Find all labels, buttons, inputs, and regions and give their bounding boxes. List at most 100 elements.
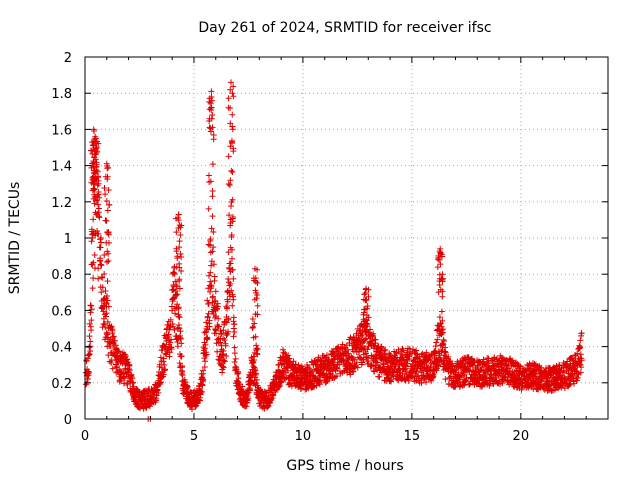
data-point: [171, 271, 178, 278]
data-point: [95, 213, 102, 220]
data-point: [104, 207, 111, 214]
data-point: [102, 173, 109, 180]
data-point: [431, 349, 438, 356]
data-point: [230, 83, 237, 90]
data-point: [129, 379, 136, 386]
data-point: [200, 370, 207, 377]
data-point: [101, 303, 108, 310]
data-point: [86, 333, 93, 340]
data-point: [231, 329, 238, 336]
data-point: [381, 347, 388, 354]
data-point: [101, 251, 108, 258]
data-point: [439, 278, 446, 285]
data-point: [378, 344, 385, 351]
data-point: [208, 262, 215, 269]
data-point: [227, 120, 234, 127]
data-point: [367, 326, 374, 333]
data-point: [91, 200, 98, 207]
data-point: [100, 308, 107, 315]
data-point: [203, 334, 210, 341]
data-point: [174, 339, 181, 346]
data-point: [349, 354, 356, 361]
data-point: [208, 106, 215, 113]
data-point: [230, 93, 237, 100]
data-point: [349, 368, 356, 375]
data-point: [226, 212, 233, 219]
x-tick-label: 5: [190, 429, 198, 444]
data-point: [360, 296, 367, 303]
data-point: [201, 345, 208, 352]
data-point: [88, 327, 95, 334]
data-point: [209, 248, 216, 255]
data-point: [405, 377, 412, 384]
data-point: [227, 177, 234, 184]
data-point: [235, 370, 242, 377]
data-point: [461, 371, 468, 378]
data-point: [577, 337, 584, 344]
data-point: [281, 349, 288, 356]
data-point: [442, 376, 449, 383]
data-point: [174, 291, 181, 298]
data-point: [227, 280, 234, 287]
data-point: [378, 345, 385, 352]
data-point: [202, 358, 209, 365]
data-point: [434, 336, 441, 343]
data-point: [214, 306, 221, 313]
data-point: [525, 375, 532, 382]
data-point: [162, 366, 169, 373]
data-point: [423, 379, 430, 386]
data-point: [577, 369, 584, 376]
data-point: [109, 365, 116, 372]
data-point: [215, 315, 222, 322]
data-point: [91, 194, 98, 201]
data-point: [436, 314, 443, 321]
data-point: [362, 350, 369, 357]
data-point: [224, 298, 231, 305]
data-point: [108, 323, 115, 330]
data-point: [365, 293, 372, 300]
data-point: [116, 348, 123, 355]
axis-ticks: 0 5 10 15 20 0 0.2 0.4 0.6 0.8 1 1.2 1.4 1.6 1.8 2: [51, 51, 608, 444]
data-point: [284, 367, 291, 374]
data-point: [209, 112, 216, 119]
data-point: [210, 244, 217, 251]
data-point: [88, 302, 95, 309]
data-point: [94, 174, 101, 181]
data-point: [87, 338, 94, 345]
data-point: [91, 154, 98, 161]
data-point: [229, 246, 236, 253]
data-point: [298, 385, 305, 392]
data-point: [221, 358, 228, 365]
data-point: [225, 249, 232, 256]
data-point: [210, 261, 217, 268]
data-point: [99, 274, 106, 281]
data-point: [104, 278, 111, 285]
data-point: [261, 405, 268, 412]
data-point: [306, 365, 313, 372]
data-point: [434, 264, 441, 271]
data-point: [578, 330, 585, 337]
data-point: [103, 160, 110, 167]
data-point: [413, 347, 420, 354]
data-point: [574, 370, 581, 377]
data-point: [161, 343, 168, 350]
data-point: [574, 350, 581, 357]
data-point: [576, 360, 583, 367]
data-point: [353, 359, 360, 366]
data-point: [176, 222, 183, 229]
data-point: [360, 337, 367, 344]
y-tick-label: 0.4: [51, 341, 72, 356]
data-point: [434, 322, 441, 329]
data-point: [210, 229, 217, 236]
data-point: [276, 383, 283, 390]
data-point: [249, 324, 256, 331]
data-point: [229, 266, 236, 273]
data-point: [403, 357, 410, 364]
data-point: [279, 346, 286, 353]
x-axis-label: GPS time / hours: [286, 458, 403, 474]
data-point: [254, 302, 261, 309]
data-point: [85, 369, 92, 376]
data-point: [218, 331, 225, 338]
data-point: [102, 313, 109, 320]
data-point: [199, 378, 206, 385]
